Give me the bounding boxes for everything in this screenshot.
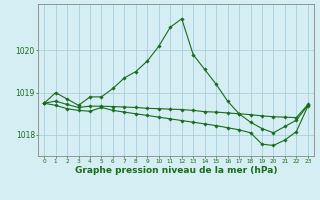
X-axis label: Graphe pression niveau de la mer (hPa): Graphe pression niveau de la mer (hPa): [75, 166, 277, 175]
